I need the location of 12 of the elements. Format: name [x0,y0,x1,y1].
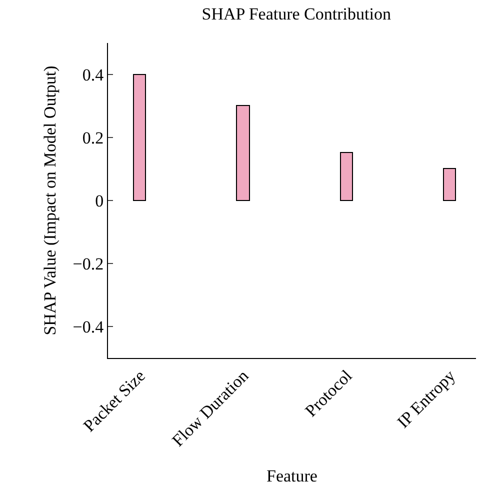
y-tick-label: 0 [95,191,104,210]
y-tick-label: −0.2 [72,254,104,274]
bar [340,152,353,201]
bar [133,74,146,201]
bar [443,168,456,201]
y-tick-label: −0.4 [72,317,104,336]
x-axis-title: Feature [266,466,318,486]
chart-title: SHAP Feature Contribution [202,4,392,24]
y-tick-label: 0.2 [82,128,104,148]
y-axis-title: SHAP Value (Impact on Model Output) [40,66,60,336]
y-tick-label: 0.4 [82,65,104,84]
bar [236,105,250,201]
